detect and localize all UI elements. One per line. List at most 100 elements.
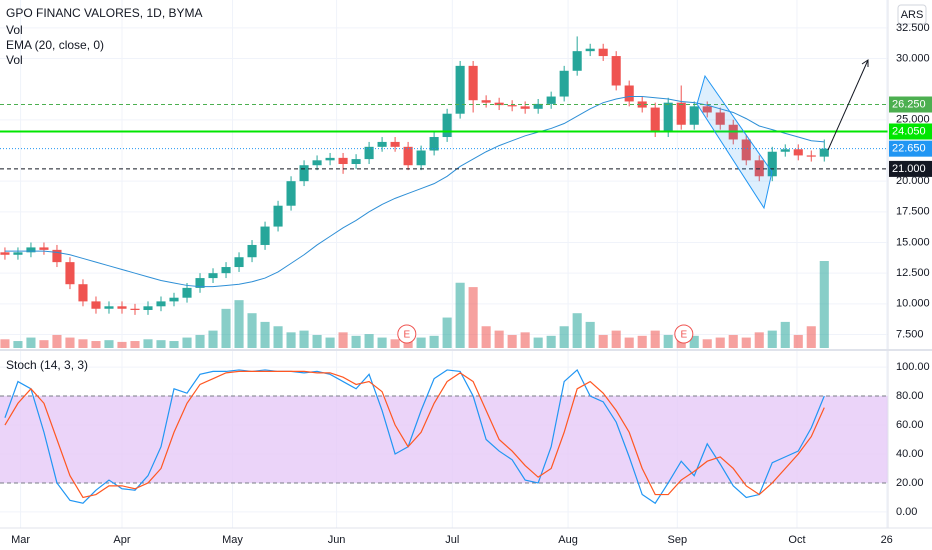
candle-body [429, 137, 439, 151]
level-label: 21.000 [892, 163, 926, 175]
volume-bar [13, 341, 23, 348]
x-tick-label: Apr [113, 534, 130, 546]
candle-body [741, 139, 751, 161]
volume-bar [793, 334, 803, 348]
volume-bar [741, 337, 751, 348]
candle-body [793, 149, 803, 156]
volume-bar [429, 335, 439, 348]
volume-bar [663, 334, 673, 348]
candle-body [676, 102, 686, 125]
currency: ARS [901, 9, 924, 21]
volume-bar [0, 339, 10, 348]
candle-body [26, 247, 36, 253]
volume-bar [689, 335, 699, 348]
legend-item: Vol [6, 53, 23, 67]
event-label: E [680, 330, 687, 341]
volume-bar [221, 308, 231, 348]
channel-drawing [696, 74, 773, 210]
x-tick-label: Jul [445, 534, 459, 546]
candle-body [598, 48, 608, 57]
ema-line [4, 96, 825, 288]
candle-body [39, 247, 49, 250]
candle-body [312, 160, 322, 166]
candle-body [52, 249, 62, 263]
candle-body [78, 284, 88, 302]
volume-bar [572, 313, 582, 348]
x-tick-label: May [222, 534, 243, 546]
level-label-box [889, 123, 932, 140]
y-tick-label: 7.500 [896, 328, 924, 340]
x-tick-label: Aug [558, 534, 578, 546]
x-tick-label: 26 [881, 534, 893, 546]
volume-bar [247, 313, 257, 348]
candle-body [754, 160, 764, 177]
y-tick-label: 25.000 [896, 114, 930, 126]
volume-bar [650, 330, 660, 348]
candle-body [234, 257, 244, 268]
volume-bar [104, 340, 114, 348]
level-label-box [889, 96, 932, 113]
candle-body [611, 56, 621, 86]
candle-body [481, 100, 491, 103]
volume-bar [754, 332, 764, 348]
volume-bar [416, 337, 426, 348]
candle-body [650, 107, 660, 133]
candle-body [169, 297, 179, 302]
volume-bar [637, 335, 647, 348]
volume-bar [520, 332, 530, 348]
x-tick-label: Jun [328, 534, 346, 546]
volume-bar [143, 339, 153, 348]
candle-body [286, 181, 296, 206]
candle-body [663, 102, 673, 133]
volume-bar [494, 330, 504, 348]
volume-bar [390, 339, 400, 348]
volume-bar [351, 335, 361, 348]
candle-body [507, 105, 517, 107]
candle-body [468, 65, 478, 101]
y-tick-label: 32.500 [896, 22, 930, 34]
volume-bar [481, 326, 491, 348]
volume-bar [455, 282, 465, 348]
candle-body [117, 306, 127, 309]
level-label-box [889, 140, 932, 157]
candle-body [13, 252, 23, 255]
candle-body [338, 157, 348, 165]
candle-body [130, 308, 140, 310]
volume-bar [78, 339, 88, 348]
candle-body [0, 252, 10, 255]
candle-body [299, 165, 309, 182]
volume-bar [598, 334, 608, 348]
volume-bar [546, 335, 556, 348]
y-tick-label: 12.500 [896, 267, 930, 279]
candle-body [442, 113, 452, 138]
level-label-box [889, 160, 932, 177]
volume-bar [26, 337, 36, 348]
candle-body [806, 155, 816, 157]
event-marker [674, 324, 694, 344]
candle-body [104, 306, 114, 309]
candle-body [624, 85, 634, 102]
event-label: E [403, 330, 410, 341]
legend-item: EMA (20, close, 0) [6, 38, 104, 52]
candle-body [494, 102, 504, 106]
candle-body [689, 106, 699, 125]
candle-body [377, 141, 387, 147]
volume-bar [611, 330, 621, 348]
volume-bar [715, 337, 725, 348]
candle-body [65, 262, 75, 285]
volume-bar [728, 334, 738, 348]
volume-bar [130, 341, 140, 348]
candle-body [585, 48, 595, 52]
candle-body [260, 226, 270, 245]
candle-body [416, 150, 426, 166]
volume-bar [819, 261, 829, 348]
candle-body [390, 141, 400, 147]
legend-item: Vol [6, 23, 23, 37]
volume-bar [468, 287, 478, 348]
volume-bar [299, 330, 309, 348]
y-tick-label: 60.00 [896, 419, 924, 431]
level-label: 22.650 [892, 143, 926, 155]
volume-bar [624, 337, 634, 348]
candle-body [143, 306, 153, 310]
